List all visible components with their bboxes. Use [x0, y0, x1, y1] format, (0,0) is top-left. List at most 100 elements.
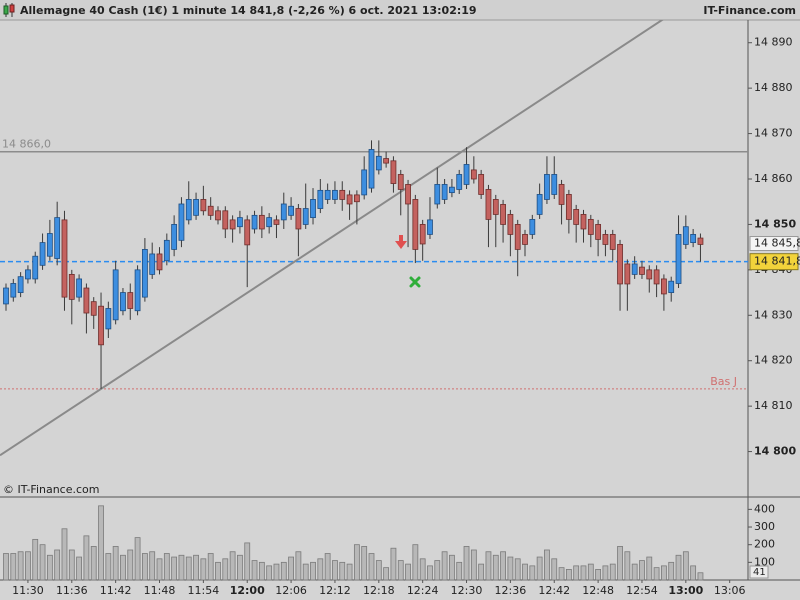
y-tick-label: 14 830	[754, 308, 793, 321]
candle-body	[580, 214, 587, 230]
volume-bar	[68, 549, 75, 581]
volume-bar	[383, 567, 390, 581]
volume-bar	[639, 560, 645, 581]
x-tick-label: 11:54	[188, 584, 220, 597]
volume-bar	[83, 535, 90, 581]
candle-body	[54, 217, 61, 259]
candle-body	[573, 209, 580, 225]
volume-bar	[529, 565, 536, 581]
x-tick-label: 12:36	[495, 584, 527, 597]
candle-body	[558, 184, 565, 205]
volume-bar	[46, 554, 53, 581]
volume-bar	[207, 553, 214, 581]
candle-body	[163, 239, 170, 262]
candle-body	[17, 276, 24, 293]
volume-bar	[200, 558, 207, 581]
candle-body	[25, 269, 31, 280]
y-tick-label: 14 810	[754, 399, 793, 412]
volume-bar	[441, 551, 448, 581]
candle-body	[544, 174, 550, 200]
candle-body	[661, 278, 667, 295]
candle-body	[288, 205, 294, 216]
candle-body	[470, 169, 477, 180]
price-box	[749, 253, 799, 271]
candle-body	[551, 174, 558, 195]
volume-bar	[500, 551, 506, 581]
volume-bar	[302, 563, 309, 581]
candle-body	[412, 199, 419, 250]
candle-body	[478, 174, 485, 195]
candle-body	[310, 199, 316, 219]
volume-bar	[141, 553, 148, 581]
volume-tick-label: 300	[754, 520, 775, 533]
candle-body	[646, 269, 653, 280]
candle-body	[617, 244, 623, 285]
x-tick-label: 11:42	[100, 584, 132, 597]
volume-bar	[353, 544, 360, 581]
volume-bar	[361, 546, 368, 581]
x-tick-label: 11:48	[144, 584, 176, 597]
candle-body	[383, 158, 390, 164]
volume-bar	[237, 554, 243, 581]
candle-body	[193, 199, 199, 216]
volume-bar	[661, 565, 667, 581]
candle-body	[514, 224, 521, 250]
candle-body	[105, 308, 112, 330]
candle-body	[668, 280, 675, 293]
candle-body	[112, 269, 119, 321]
volume-bar	[134, 537, 141, 581]
volume-bar	[675, 554, 682, 581]
y-tick-label: 14 860	[754, 172, 793, 185]
volume-bar	[595, 569, 602, 581]
candle-body	[120, 292, 126, 312]
volume-bar	[266, 565, 273, 581]
candle-body	[324, 189, 331, 200]
candle-body	[280, 203, 287, 221]
x-tick-label: 12:48	[582, 584, 614, 597]
candle-body	[178, 203, 185, 241]
candle-body	[68, 273, 75, 300]
candle-body	[339, 189, 346, 200]
candle-body	[529, 219, 536, 235]
volume-bar	[522, 563, 528, 581]
x-tick-label: 12:00	[230, 584, 265, 597]
candle-body	[353, 194, 360, 203]
volume-bar	[244, 542, 251, 581]
volume-bar	[258, 561, 265, 581]
volume-bar	[90, 546, 97, 581]
x-tick-label: 12:54	[626, 584, 658, 597]
volume-bar	[427, 565, 433, 581]
x-tick-label: 12:30	[451, 584, 483, 597]
volume-bar	[10, 553, 17, 581]
candle-body	[449, 186, 455, 194]
candle-body	[156, 253, 163, 271]
candle-body	[456, 174, 463, 190]
last-box-label: 14 845,8	[754, 237, 800, 250]
volume-bar	[317, 558, 324, 581]
volume-bar	[463, 546, 470, 581]
volume-bar	[617, 546, 623, 581]
x-tick-label: 13:00	[668, 584, 703, 597]
candle-body	[3, 287, 9, 305]
volume-bar	[222, 558, 229, 581]
candle-body	[171, 224, 178, 250]
candle-body	[185, 199, 192, 221]
candle-body	[207, 205, 214, 216]
y-tick-label: 14 890	[754, 36, 793, 49]
volume-bar	[295, 551, 302, 581]
candle-body	[463, 164, 470, 185]
x-tick-label: 12:06	[275, 584, 307, 597]
candle-body	[536, 194, 543, 215]
candle-body	[375, 155, 382, 171]
volume-bar	[112, 546, 119, 581]
candle-body	[302, 208, 309, 225]
x-tick-label: 11:36	[56, 584, 88, 597]
volume-bar	[149, 551, 156, 581]
candle-body	[83, 287, 90, 314]
volume-bar	[127, 549, 134, 581]
candle-body	[522, 234, 528, 245]
candle-body	[653, 269, 660, 285]
sell-signal	[395, 235, 407, 249]
candle-body	[492, 199, 499, 215]
